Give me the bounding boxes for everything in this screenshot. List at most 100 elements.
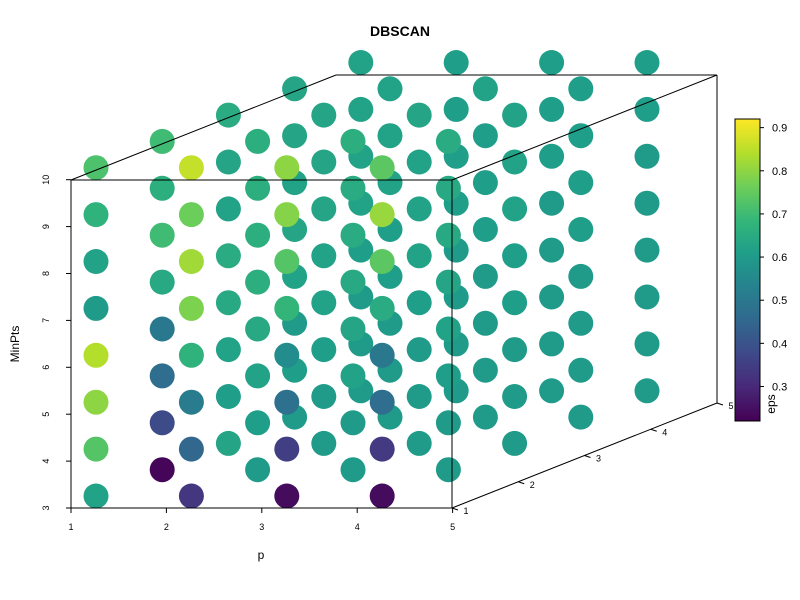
data-point — [377, 123, 403, 149]
data-point — [83, 202, 109, 228]
data-point — [83, 483, 109, 509]
data-point — [149, 457, 175, 483]
data-point — [435, 222, 461, 248]
x-tick-label: 1 — [68, 522, 73, 532]
data-point — [178, 389, 204, 415]
x-tick-label: 3 — [259, 522, 264, 532]
data-point — [311, 102, 337, 128]
data-point — [435, 363, 461, 389]
data-point — [340, 128, 366, 154]
data-point — [539, 143, 565, 169]
data-point — [83, 249, 109, 274]
data-point — [83, 295, 109, 321]
y-tick-label: 4 — [41, 459, 51, 464]
x-tick-label: 5 — [450, 522, 455, 532]
data-point — [282, 123, 308, 149]
data-point — [539, 237, 565, 263]
data-point — [406, 243, 432, 269]
data-point — [539, 284, 565, 310]
data-point — [215, 243, 241, 269]
data-point — [274, 295, 300, 321]
data-point — [311, 430, 337, 456]
data-point — [311, 196, 337, 222]
data-point — [149, 316, 175, 342]
data-point — [568, 263, 594, 289]
data-point — [634, 96, 660, 122]
data-point — [443, 50, 469, 75]
data-point — [215, 102, 241, 128]
data-point — [406, 337, 432, 363]
data-point — [274, 342, 300, 368]
data-point — [340, 269, 366, 295]
data-point — [472, 404, 498, 430]
z-tick-label: 1 — [463, 506, 468, 516]
data-points — [83, 50, 660, 509]
data-point — [215, 196, 241, 222]
data-point — [435, 269, 461, 295]
data-point — [245, 175, 271, 201]
data-point — [435, 316, 461, 342]
data-point — [274, 483, 300, 509]
data-point — [348, 96, 374, 122]
data-point — [311, 243, 337, 269]
data-point — [83, 342, 109, 368]
data-point — [149, 128, 175, 154]
z-tick-label: 4 — [662, 427, 667, 437]
data-point — [634, 190, 660, 216]
data-point — [348, 50, 374, 75]
data-point — [472, 357, 498, 383]
axes: 1 2 3 4 5 3 4 5 6 7 8 9 10 1 2 3 4 5 — [41, 175, 734, 532]
data-point — [406, 196, 432, 222]
box-edge — [70, 74, 337, 181]
x-tick-label: 2 — [164, 522, 169, 532]
z-tick-label: 5 — [728, 401, 733, 411]
data-point — [83, 155, 109, 181]
data-point — [369, 295, 395, 321]
z-axis-tick — [584, 455, 591, 458]
y-axis-label: MinPts — [8, 326, 22, 363]
data-point — [369, 202, 395, 228]
data-point — [245, 128, 271, 154]
data-point — [539, 96, 565, 122]
data-point — [178, 295, 204, 321]
data-point — [149, 410, 175, 436]
y-tick-label: 5 — [41, 412, 51, 417]
colorbar-tick-label: 0.9 — [772, 123, 787, 135]
colorbar-ticks: 0.3 0.4 0.5 0.6 0.7 0.8 0.9 — [760, 123, 787, 393]
data-point — [178, 436, 204, 462]
data-point — [245, 410, 271, 436]
y-tick-label: 9 — [41, 224, 51, 229]
data-point — [215, 290, 241, 316]
data-point — [340, 410, 366, 436]
data-point — [215, 149, 241, 175]
data-point — [634, 237, 660, 263]
data-point — [502, 430, 528, 456]
data-point — [311, 149, 337, 175]
data-point — [406, 384, 432, 409]
data-point — [406, 290, 432, 316]
data-point — [634, 143, 660, 169]
data-point — [472, 263, 498, 289]
data-point — [568, 357, 594, 383]
data-point — [369, 342, 395, 368]
colorbar-tick-label: 0.3 — [772, 381, 787, 393]
data-point — [634, 50, 660, 75]
data-point — [369, 155, 395, 181]
colorbar: 0.3 0.4 0.5 0.6 0.7 0.8 0.9 eps — [734, 118, 787, 422]
data-point — [502, 337, 528, 363]
data-point — [472, 217, 498, 242]
data-point — [568, 123, 594, 149]
data-point — [149, 222, 175, 248]
colorbar-label: eps — [764, 394, 778, 413]
data-point — [568, 217, 594, 242]
data-point — [435, 175, 461, 201]
data-point — [178, 483, 204, 509]
z-tick-label: 3 — [596, 454, 601, 464]
z-axis-tick — [518, 481, 525, 485]
data-point — [274, 436, 300, 462]
data-point — [149, 363, 175, 389]
data-point — [435, 410, 461, 436]
data-point — [406, 102, 432, 128]
